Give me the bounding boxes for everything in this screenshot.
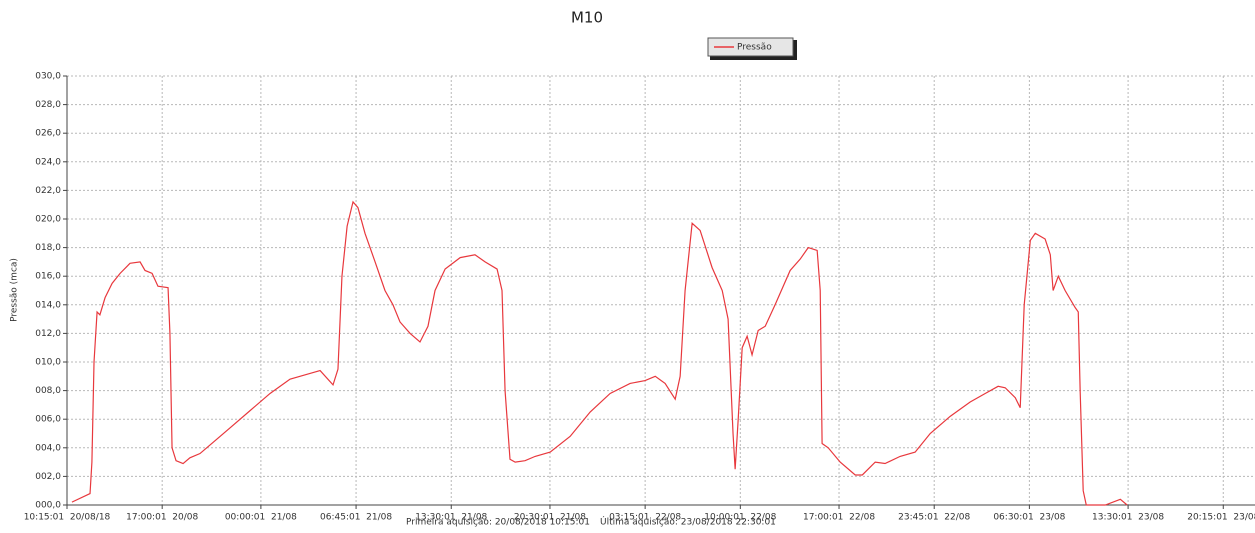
y-tick-label: 012,0	[35, 329, 61, 339]
y-axis-label: Pressão (mca)	[10, 258, 20, 322]
x-tick-label: 13:30:01 23/08	[1092, 513, 1164, 523]
x-tick-label: 06:45:01 21/08	[320, 513, 392, 523]
legend: Pressão	[707, 37, 797, 60]
data-line	[71, 200, 1128, 506]
y-tick-label: 024,0	[35, 157, 61, 167]
chart-title: M10	[571, 9, 603, 27]
y-tick-label: 016,0	[35, 272, 61, 282]
y-tick-label: 018,0	[35, 243, 61, 253]
legend-box	[707, 37, 794, 57]
x-tick-label: 23:45:01 22/08	[898, 513, 970, 523]
footnote: Última aquisição: 23/08/2018 22:30:01	[600, 516, 776, 528]
y-tick-label: 014,0	[35, 300, 61, 310]
x-tick-label: 20:15:01 23/08	[1187, 513, 1255, 523]
y-tick-label: 026,0	[35, 129, 61, 139]
y-tick-label: 010,0	[35, 358, 61, 368]
y-tick-label: 020,0	[35, 215, 61, 225]
x-tick-label: 03:15:01 22/08	[609, 513, 681, 523]
x-tick-label: 10:15:01 20/08/18	[24, 513, 111, 523]
x-tick-label: 17:00:01 22/08	[803, 513, 875, 523]
y-tick-label: 008,0	[35, 386, 61, 396]
x-tick-label: 17:00:01 20/08	[126, 513, 198, 523]
x-tick-label: 13:30:01 21/08	[415, 513, 487, 523]
y-tick-label: 022,0	[35, 186, 61, 196]
x-tick-label: 10:00:01 22/08	[704, 513, 776, 523]
y-tick-label: 002,0	[35, 472, 61, 482]
x-tick-label: 00:00:01 21/08	[225, 513, 297, 523]
y-tick-label: 028,0	[35, 100, 61, 110]
x-tick-label: 06:30:01 23/08	[993, 513, 1065, 523]
x-tick-label: 20:30:01 21/08	[514, 513, 586, 523]
legend-label: Pressão	[737, 43, 772, 53]
y-tick-label: 000,0	[35, 501, 61, 511]
y-tick-label: 004,0	[35, 443, 61, 453]
y-tick-label: 030,0	[35, 72, 61, 82]
y-tick-label: 006,0	[35, 415, 61, 425]
footnote: Primeira aquisição: 20/08/2018 10:15:01	[406, 518, 590, 528]
